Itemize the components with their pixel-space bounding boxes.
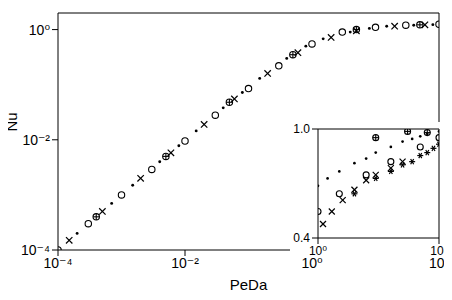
svg-text:PeDa: PeDa — [230, 276, 268, 292]
svg-text:10⁻²: 10⁻² — [22, 132, 50, 148]
svg-text:10¹: 10¹ — [430, 244, 444, 256]
svg-text:10⁰: 10⁰ — [301, 255, 323, 271]
svg-text:10⁻²: 10⁻² — [171, 255, 199, 271]
svg-text:10⁰: 10⁰ — [309, 244, 327, 256]
svg-text:10⁻⁴: 10⁻⁴ — [21, 242, 50, 258]
svg-text:1.0: 1.0 — [293, 122, 310, 136]
svg-text:10⁻⁴: 10⁻⁴ — [43, 254, 73, 271]
svg-text:0.4: 0.4 — [293, 231, 310, 245]
svg-text:Nu: Nu — [8, 112, 20, 131]
svg-text:10²: 10² — [429, 255, 444, 271]
svg-text:10⁰: 10⁰ — [29, 22, 51, 38]
